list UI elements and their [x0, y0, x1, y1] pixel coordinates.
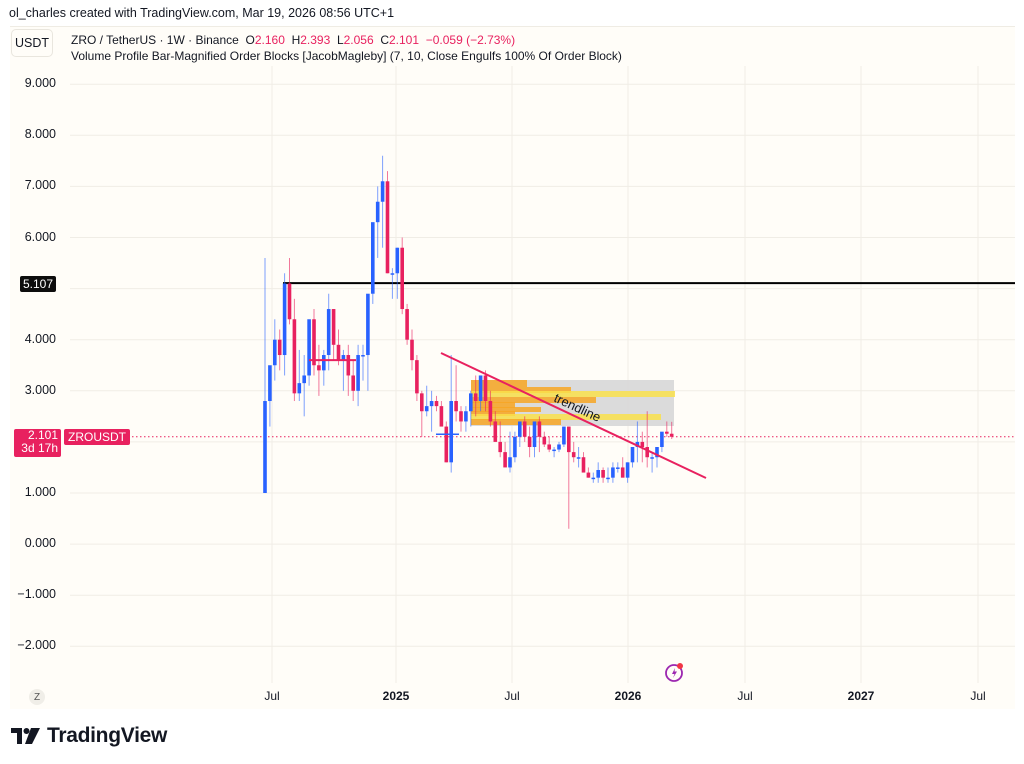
price-tick-label: 6.000	[24, 229, 56, 244]
time-tick-label: 2025	[382, 689, 410, 703]
bar-countdown: 3d 17h	[21, 441, 58, 455]
legend-ohlc: ZRO / TetherUS · 1W · Binance O2.160 H2.…	[71, 33, 516, 47]
grid-lines	[70, 66, 1015, 683]
close-value: 2.101	[389, 33, 420, 47]
change-value: −0.059 (−2.73%)	[425, 33, 516, 47]
time-tick-label: Jul	[504, 689, 520, 703]
time-tick-label: Jul	[970, 689, 986, 703]
brand-name: TradingView	[47, 724, 168, 747]
tradingview-logo-icon	[11, 728, 40, 744]
symbol-name[interactable]: ZRO / TetherUS · 1W · Binance	[71, 33, 239, 47]
order-block-lines	[309, 359, 459, 435]
price-tick-label: −1.000	[17, 587, 56, 602]
symbol-tag: ZROUSDT	[64, 429, 130, 445]
indicator-name[interactable]: Volume Profile Bar-Magnified Order Block…	[71, 49, 622, 63]
volume-profile	[471, 380, 675, 426]
price-tick-label: 4.000	[24, 331, 56, 346]
last-price-value: 2.101	[27, 428, 58, 442]
time-tick-label: Jul	[737, 689, 753, 703]
high-value: 2.393	[300, 33, 331, 47]
horizontal-line-price-tag: 5.107	[20, 276, 57, 292]
legend: USDT ZRO / TetherUS · 1W · Binance O2.16…	[10, 28, 1015, 66]
lightning-alert-icon[interactable]	[664, 661, 686, 688]
candles	[263, 155, 674, 529]
time-tick-label: Jul	[264, 689, 280, 703]
zoom-reset-button[interactable]: Z	[29, 689, 45, 705]
price-tick-label: 3.000	[24, 382, 56, 397]
low-value: 2.056	[343, 33, 374, 47]
price-tick-label: 1.000	[24, 485, 56, 499]
time-tick-label: 2027	[847, 689, 875, 703]
chart-credit: ol_charles created with TradingView.com,…	[9, 6, 395, 20]
price-tick-label: −2.000	[17, 638, 56, 653]
last-price-tag: 2.101 3d 17h	[14, 429, 61, 457]
currency-badge[interactable]: USDT	[11, 29, 53, 57]
tradingview-logo[interactable]: TradingView	[11, 724, 167, 748]
open-value: 2.160	[254, 33, 285, 47]
price-tick-label: 8.000	[24, 127, 56, 142]
price-tick-label: 0.000	[24, 536, 56, 551]
price-tick-label: 9.000	[24, 76, 56, 91]
price-tick-label: 7.000	[24, 178, 56, 193]
time-tick-label: 2026	[614, 689, 642, 703]
